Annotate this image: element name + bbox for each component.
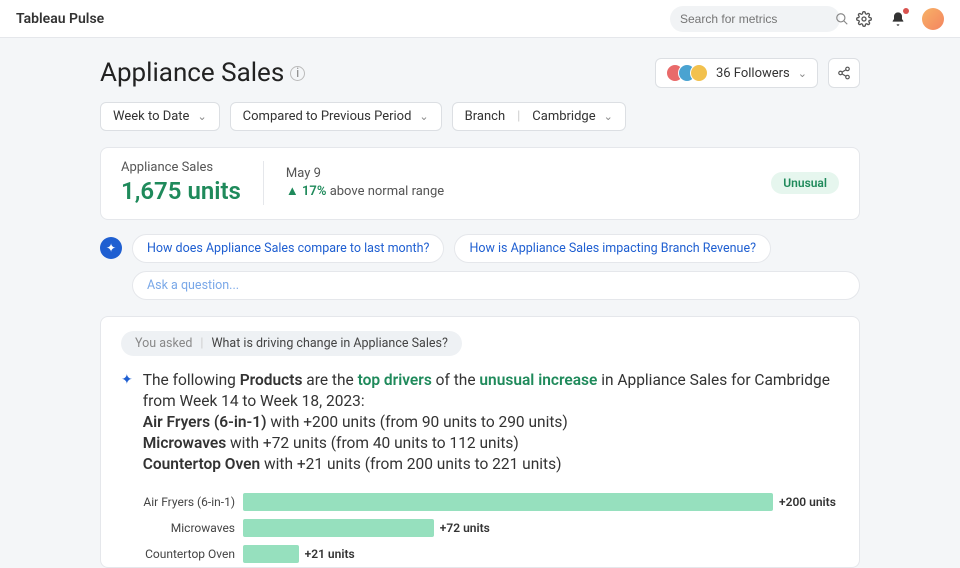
search-icon[interactable] — [835, 9, 849, 29]
chevron-down-icon: ⌄ — [419, 110, 428, 123]
metric-change-suffix: above normal range — [330, 184, 444, 199]
driver-value: +21 units — [305, 547, 355, 561]
driver-track: +200 units — [243, 492, 839, 512]
comparison-filter-label: Compared to Previous Period — [243, 109, 412, 124]
insight-wrap: ✦ The following Products are the top dri… — [121, 370, 839, 475]
notification-dot — [903, 8, 909, 14]
search-box[interactable] — [670, 6, 840, 32]
metric-card: Appliance Sales 1,675 units May 9 ▲ 17% … — [100, 147, 860, 220]
insight-text: The following Products are the top drive… — [143, 370, 839, 475]
driver-label: Air Fryers (6-in-1) — [135, 495, 243, 509]
you-asked-question: What is driving change in Appliance Sale… — [211, 336, 447, 351]
separator: | — [513, 109, 524, 124]
driver-value: +72 units — [440, 521, 490, 535]
follower-avatar — [690, 64, 708, 82]
insight-line: Countertop Oven with +21 units (from 200… — [143, 455, 562, 473]
page-title: Appliance Sales i — [100, 58, 305, 88]
metric-change-up: ▲ 17% — [286, 184, 327, 199]
gear-icon[interactable] — [854, 9, 874, 29]
answer-card: You asked | What is driving change in Ap… — [100, 316, 860, 568]
suggestion-chip[interactable]: How does Appliance Sales compare to last… — [132, 234, 444, 263]
unusual-badge: Unusual — [771, 172, 839, 194]
driver-bar — [243, 493, 773, 511]
comparison-filter[interactable]: Compared to Previous Period ⌄ — [230, 102, 442, 131]
metric-left: Appliance Sales 1,675 units — [121, 160, 241, 205]
driver-label: Countertop Oven — [135, 547, 243, 561]
follower-avatars — [666, 64, 708, 82]
chevron-down-icon: ⌄ — [604, 110, 613, 123]
bell-icon[interactable] — [888, 9, 908, 29]
suggest-pills-row: How does Appliance Sales compare to last… — [132, 234, 860, 263]
driver-label: Microwaves — [135, 521, 243, 535]
driver-track: +72 units — [243, 518, 839, 538]
topbar: Tableau Pulse — [0, 0, 960, 38]
metric-label: Appliance Sales — [121, 160, 241, 175]
period-filter-label: Week to Date — [113, 109, 189, 124]
driver-row: Countertop Oven +21 units — [135, 541, 839, 567]
branch-filter-value: Cambridge — [532, 109, 595, 124]
search-input[interactable] — [680, 12, 835, 26]
separator: | — [200, 336, 203, 351]
followers-button[interactable]: 36 Followers ⌄ — [655, 58, 818, 88]
driver-value: +200 units — [779, 495, 836, 509]
share-button[interactable] — [828, 58, 860, 88]
info-icon[interactable]: i — [290, 66, 305, 81]
topbar-right — [670, 6, 944, 32]
driver-bar — [243, 545, 299, 563]
metric-value: 1,675 units — [121, 177, 241, 205]
followers-count: 36 Followers — [716, 66, 790, 81]
avatar[interactable] — [922, 8, 944, 30]
ask-question-input[interactable]: Ask a question... — [132, 271, 860, 300]
brand: Tableau Pulse — [16, 11, 104, 27]
branch-filter[interactable]: Branch | Cambridge ⌄ — [452, 102, 626, 131]
branch-filter-label: Branch — [465, 109, 505, 124]
divider — [263, 161, 264, 205]
metric-mid: May 9 ▲ 17% above normal range — [286, 166, 444, 199]
insight-line: Air Fryers (6-in-1) with +200 units (fro… — [143, 413, 568, 431]
sparkle-icon: ✦ — [121, 372, 133, 475]
driver-row: Air Fryers (6-in-1) +200 units — [135, 489, 839, 515]
page: Appliance Sales i 36 Followers ⌄ Week to… — [0, 38, 960, 568]
page-title-text: Appliance Sales — [100, 58, 284, 88]
title-actions: 36 Followers ⌄ — [655, 58, 860, 88]
sparkle-icon: ✦ — [100, 237, 122, 259]
driver-chart: Air Fryers (6-in-1) +200 units Microwaves +… — [121, 489, 839, 567]
filter-row: Week to Date ⌄ Compared to Previous Peri… — [100, 102, 860, 131]
chevron-down-icon: ⌄ — [197, 110, 206, 123]
insight-line: Microwaves with +72 units (from 40 units… — [143, 434, 519, 452]
metric-date: May 9 — [286, 166, 444, 181]
driver-bar — [243, 519, 434, 537]
chevron-down-icon: ⌄ — [798, 67, 807, 80]
you-asked-chip: You asked | What is driving change in Ap… — [121, 331, 462, 356]
driver-row: Microwaves +72 units — [135, 515, 839, 541]
driver-track: +21 units — [243, 544, 839, 564]
period-filter[interactable]: Week to Date ⌄ — [100, 102, 220, 131]
metric-change: ▲ 17% above normal range — [286, 183, 444, 199]
you-asked-label: You asked — [135, 336, 192, 351]
suggest-row: ✦ How does Appliance Sales compare to la… — [100, 234, 860, 300]
suggestion-chip[interactable]: How is Appliance Sales impacting Branch … — [454, 234, 771, 263]
insight-lines: Air Fryers (6-in-1) with +200 units (fro… — [143, 413, 568, 473]
title-row: Appliance Sales i 36 Followers ⌄ — [100, 58, 860, 88]
suggest-pills: How does Appliance Sales compare to last… — [132, 234, 860, 300]
